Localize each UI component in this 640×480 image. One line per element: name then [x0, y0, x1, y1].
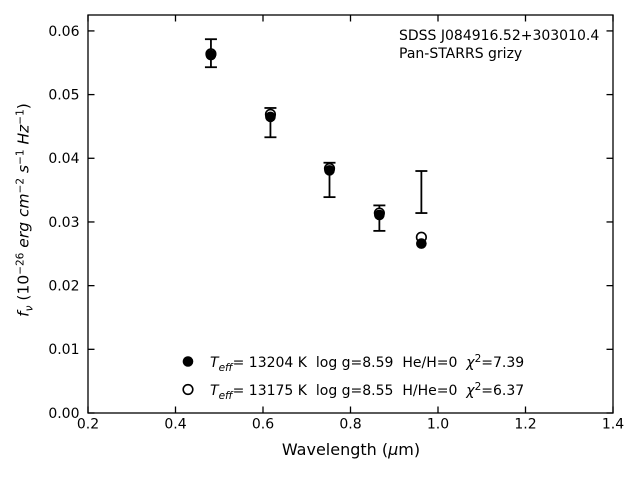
- text-part: χ: [466, 355, 475, 371]
- x-tick-label: 1.0: [427, 417, 449, 433]
- y-tick-label: 0.05: [48, 88, 79, 104]
- annotation-line1: SDSS J084916.52+303010.4: [399, 28, 600, 44]
- legend-marker-open: [182, 383, 194, 396]
- text-part: =7.39: [481, 355, 525, 371]
- text-part: Hz: [14, 124, 33, 150]
- legend-entry-filled: Teff= 13204 K log g=8.59 He/H=0 χ2=7.39: [210, 353, 524, 374]
- text-part: ): [14, 103, 33, 110]
- text-part: 2: [474, 381, 482, 393]
- text-part: = 13204 K log g=8.59 He/H=0: [232, 355, 467, 371]
- y-tick-label: 0.04: [48, 151, 79, 167]
- legend-entry-open: Teff= 13175 K log g=8.55 H/He=0 χ2=6.37: [210, 381, 524, 402]
- x-tick-label: 1.4: [602, 417, 624, 433]
- y-axis-label: fν (10−26 erg cm−2 s−1 Hz−1): [15, 103, 36, 317]
- text-part: μ: [388, 440, 399, 459]
- y-tick-label: 0.01: [48, 342, 79, 358]
- model-filled-point: [205, 49, 217, 61]
- text-part: Wavelength (: [281, 440, 389, 459]
- annotation: SDSS J084916.52+303010.4 Pan-STARRS griz…: [399, 28, 599, 63]
- model-filled-point: [416, 238, 427, 249]
- text-part: f: [14, 311, 33, 317]
- text-part: −26: [14, 252, 27, 275]
- y-tick-label: 0.03: [48, 215, 79, 231]
- text-part: −2: [14, 177, 27, 194]
- x-tick-label: 0.6: [252, 417, 274, 433]
- text-part: s: [14, 164, 33, 178]
- text-part: 2: [474, 353, 482, 365]
- text-part: = 13175 K log g=8.55 H/He=0: [232, 383, 467, 399]
- y-tick-label: 0.00: [48, 406, 79, 422]
- model-filled-point: [374, 209, 385, 221]
- annotation-line2: Pan-STARRS grizy: [399, 45, 523, 62]
- text-part: erg cm: [14, 193, 33, 253]
- text-part: T: [210, 383, 219, 399]
- y-tick-label: 0.02: [48, 279, 79, 295]
- x-tick-label: 0.2: [77, 417, 99, 433]
- text-part: −1: [14, 109, 27, 125]
- text-part: −1: [14, 149, 27, 165]
- text-part: (10: [14, 274, 33, 306]
- x-tick-label: 1.2: [514, 417, 536, 433]
- y-tick-label: 0.06: [48, 24, 79, 40]
- text-part: =6.37: [481, 383, 525, 399]
- x-tick-label: 0.8: [339, 417, 361, 433]
- text-part: eff: [218, 390, 233, 402]
- legend-marker-filled: [182, 356, 194, 367]
- text-part: ν: [23, 305, 36, 312]
- text-part: T: [210, 355, 219, 371]
- model-filled-point: [324, 165, 335, 176]
- model-filled-point: [265, 111, 276, 123]
- x-tick-label: 0.4: [164, 417, 186, 433]
- text-part: m): [398, 440, 421, 459]
- text-part: χ: [466, 383, 475, 399]
- x-axis-label: Wavelength (μm): [282, 440, 420, 459]
- text-part: eff: [218, 362, 233, 374]
